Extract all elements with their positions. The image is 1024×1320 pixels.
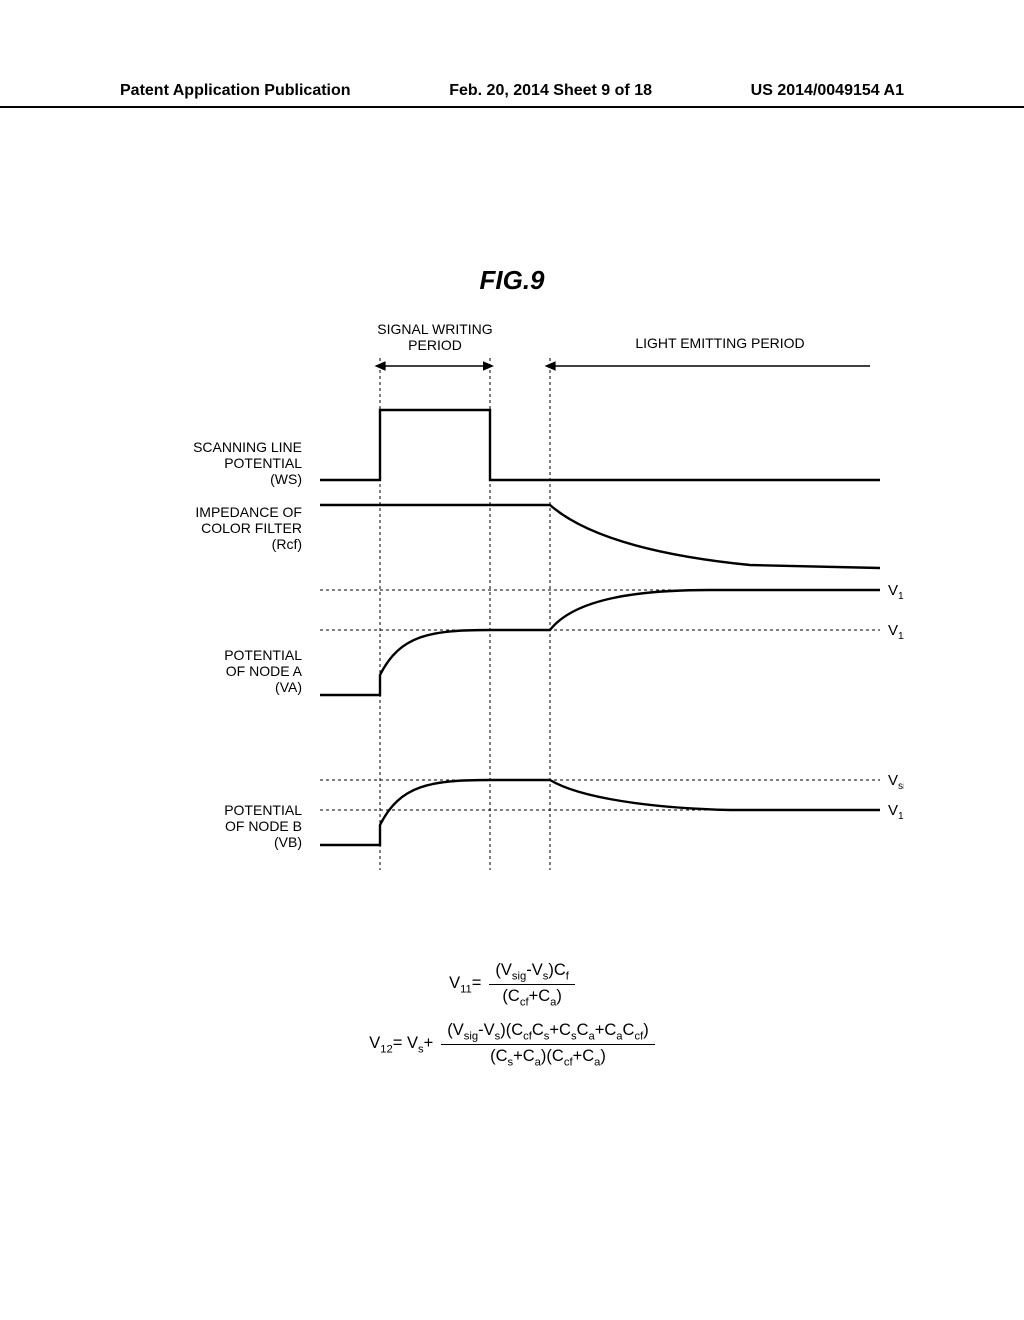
header-left: Patent Application Publication [120,82,351,100]
eq-v11-lhs: V11= [449,974,481,995]
svg-text:SCANNING LINEPOTENTIAL(WS): SCANNING LINEPOTENTIAL(WS) [193,439,302,487]
eq-v12-num: (Vsig-Vs)(CcfCs+CsCa+CaCcf) [441,1021,654,1045]
header-center: Feb. 20, 2014 Sheet 9 of 18 [449,82,652,100]
eq-v12-den: (Cs+Ca)(Ccf+Ca) [441,1045,654,1068]
equation-v12: V12= Vs+ (Vsig-Vs)(CcfCs+CsCa+CaCcf) (Cs… [369,1021,654,1069]
svg-text:V12: V12 [888,802,904,822]
header-right: US 2014/0049154 A1 [751,82,904,100]
svg-text:LIGHT EMITTING PERIOD: LIGHT EMITTING PERIOD [635,335,804,351]
svg-text:V12: V12 [888,582,904,602]
equation-block: V11= (Vsig-Vs)Cf (Ccf+Ca) V12= Vs+ (Vsig… [0,955,1024,1074]
equation-v11: V11= (Vsig-Vs)Cf (Ccf+Ca) [449,961,575,1009]
svg-text:POTENTIALOF NODE B(VB): POTENTIALOF NODE B(VB) [224,802,302,850]
timing-diagram: SIGNAL WRITINGPERIOD LIGHT EMITTING PERIO… [120,310,904,1030]
figure-title: FIG.9 [0,265,1024,296]
svg-text:Vsig: Vsig [888,772,904,792]
page-header: Patent Application Publication Feb. 20, … [0,82,1024,108]
eq-v12-lhs: V12= Vs+ [369,1034,433,1055]
svg-text:POTENTIALOF NODE A(VA): POTENTIALOF NODE A(VA) [224,647,302,695]
eq-v11-num: (Vsig-Vs)Cf [489,961,575,985]
eq-v11-den: (Ccf+Ca) [489,985,575,1008]
svg-text:SIGNAL WRITINGPERIOD: SIGNAL WRITINGPERIOD [377,321,492,353]
svg-text:V11: V11 [888,622,904,642]
svg-text:IMPEDANCE OFCOLOR FILTER(Rcf): IMPEDANCE OFCOLOR FILTER(Rcf) [195,504,302,552]
eq-v11-frac: (Vsig-Vs)Cf (Ccf+Ca) [489,961,575,1009]
eq-v12-frac: (Vsig-Vs)(CcfCs+CsCa+CaCcf) (Cs+Ca)(Ccf+… [441,1021,654,1069]
page: Patent Application Publication Feb. 20, … [0,0,1024,1320]
